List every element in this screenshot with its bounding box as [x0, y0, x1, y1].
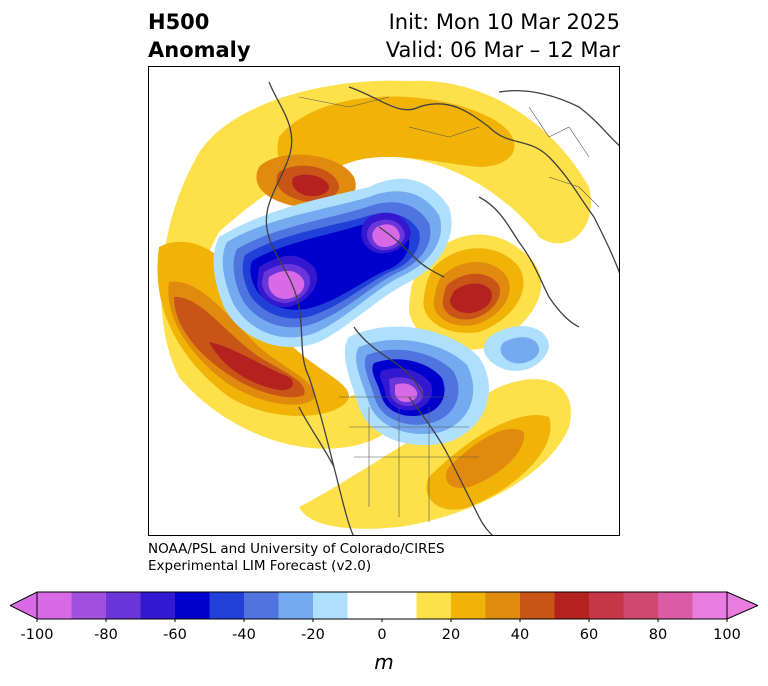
colorbar-swatch	[485, 592, 521, 619]
colorbar-swatch	[278, 592, 314, 619]
colorbar-tick-label: -20	[301, 627, 325, 643]
colorbar-swatch	[347, 592, 383, 619]
colorbar-tick-label: -60	[163, 627, 187, 643]
colorbar-swatch	[623, 592, 659, 619]
map-title: H500 Anomaly	[148, 8, 251, 64]
colorbar-swatch	[71, 592, 107, 619]
colorbar	[10, 591, 758, 622]
anomaly-map	[148, 66, 620, 536]
colorbar-tick-label: 0	[377, 627, 387, 643]
colorbar-tick-label: -40	[232, 627, 256, 643]
colorbar-tick-label: 60	[579, 627, 599, 643]
colorbar-swatch	[244, 592, 279, 619]
map-canvas	[157, 80, 619, 535]
colorbar-tick-label: -100	[20, 627, 54, 643]
colorbar-tick-label: 20	[441, 627, 461, 643]
colorbar-max-extension	[726, 591, 758, 620]
political-boundaries	[298, 96, 600, 522]
colorbar-swatch	[520, 592, 555, 619]
colorbar-swatch	[209, 592, 245, 619]
colorbar-swatch	[451, 592, 486, 619]
title-line-2: Anomaly	[148, 38, 251, 62]
colorbar-swatch	[589, 592, 624, 619]
colorbar-swatch	[140, 592, 176, 619]
colorbar-min-extension	[10, 591, 38, 620]
title-line-1: H500	[148, 10, 210, 34]
colorbar-swatch	[554, 592, 590, 619]
colorbar-swatch	[37, 592, 72, 619]
colorbar-swatch	[175, 592, 210, 619]
colorbar-swatch	[416, 592, 452, 619]
colorbar-swatch	[382, 592, 417, 619]
valid-range: Valid: 06 Mar – 12 Mar	[385, 38, 620, 62]
colorbar-tick-label: 80	[648, 627, 668, 643]
credit-line-2: Experimental LIM Forecast (v2.0)	[148, 558, 372, 574]
negative-anomaly-fields	[213, 178, 549, 446]
init-date: Init: Mon 10 Mar 2025	[388, 10, 620, 34]
colorbar-tick-label: 100	[713, 627, 741, 643]
positive-anomaly-fields	[157, 80, 591, 529]
credit-line-1: NOAA/PSL and University of Colorado/CIRE…	[148, 541, 445, 557]
credit-text: NOAA/PSL and University of Colorado/CIRE…	[148, 541, 445, 575]
colorbar-swatch	[106, 592, 141, 619]
colorbar-tick-label: 40	[510, 627, 530, 643]
date-info: Init: Mon 10 Mar 2025 Valid: 06 Mar – 12…	[386, 8, 620, 64]
colorbar-unit-label: m	[374, 650, 394, 674]
colorbar-swatch	[692, 592, 728, 619]
colorbar-tick-label: -80	[94, 627, 118, 643]
colorbar-swatch	[313, 592, 348, 619]
coastlines	[265, 81, 619, 535]
colorbar-swatch	[658, 592, 693, 619]
